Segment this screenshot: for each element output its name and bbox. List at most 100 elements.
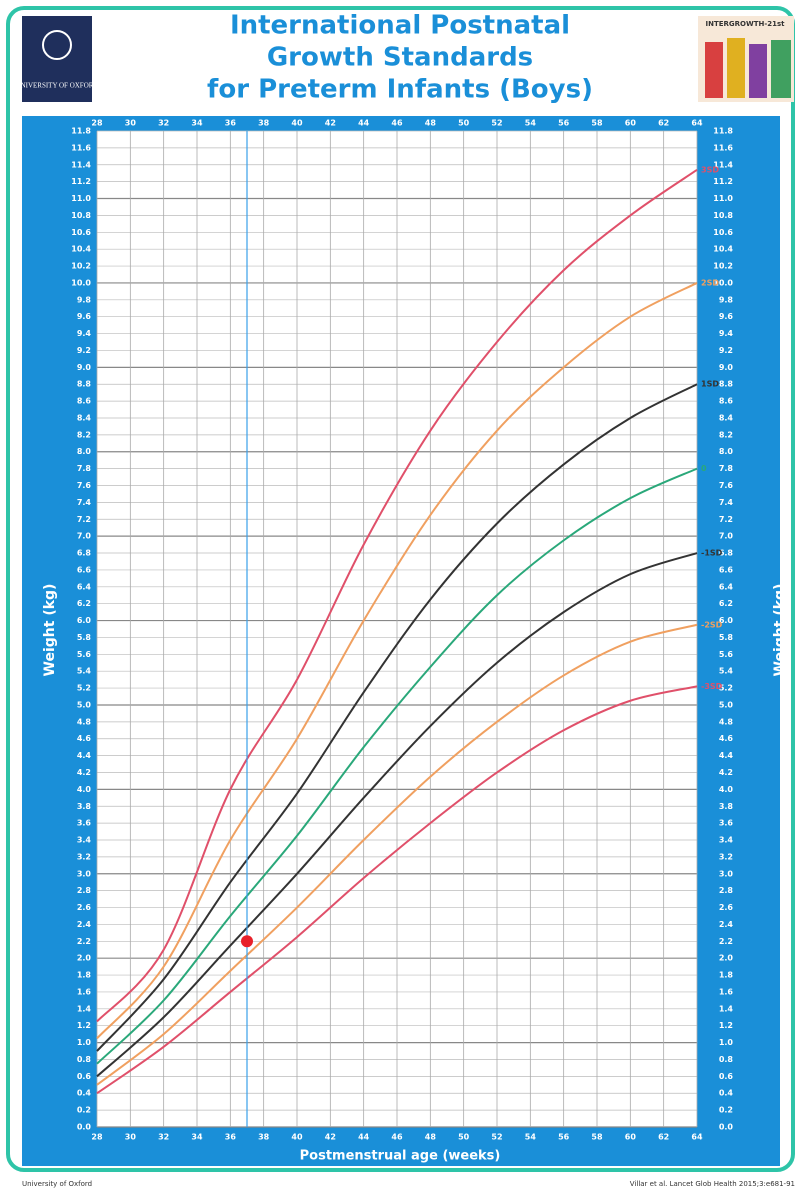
centile-curve: [96, 623, 698, 1086]
y-tick-label-right: 5.6: [719, 650, 734, 659]
title-line: International Postnatal: [230, 11, 570, 41]
x-tick-label: 62: [658, 119, 669, 128]
y-tick-label-right: 9.4: [719, 329, 734, 338]
curve-label: -2SD: [701, 620, 723, 629]
x-tick-label: 28: [91, 119, 103, 128]
y-tick-label: 11.2: [71, 177, 91, 186]
y-tick-label: 4.2: [77, 768, 91, 777]
y-tick-label-right: 8.6: [719, 397, 734, 406]
y-tick-label: 5.8: [77, 633, 92, 642]
x-tick-label-bottom: 52: [491, 1133, 502, 1142]
figure: [749, 44, 767, 98]
y-tick-label-right: 0.0: [719, 1123, 734, 1132]
marker-point: [241, 935, 253, 948]
y-tick-label: 9.6: [77, 312, 92, 321]
y-tick-label: 6.0: [77, 616, 92, 625]
y-tick-label: 4.4: [77, 751, 92, 760]
title-line: for Preterm Infants (Boys): [207, 75, 593, 105]
y-tick-label-right: 10.4: [713, 245, 733, 254]
figure: [727, 38, 745, 98]
y-tick-label: 0.6: [77, 1072, 92, 1081]
x-tick-label-bottom: 48: [425, 1133, 437, 1142]
y-tick-label-right: 7.2: [719, 515, 733, 524]
y-tick-label-right: 6.6: [719, 565, 734, 574]
y-tick-label: 6.6: [77, 565, 92, 574]
x-tick-label: 38: [258, 119, 270, 128]
y-tick-label-right: 2.6: [719, 903, 734, 912]
y-tick-label: 5.2: [77, 684, 91, 693]
x-tick-label: 50: [458, 119, 470, 128]
centile-curve: [96, 467, 698, 1065]
y-tick-label: 4.0: [77, 785, 92, 794]
x-tick-label-bottom: 58: [591, 1133, 603, 1142]
x-tick-label: 44: [358, 119, 370, 128]
x-tick-label-bottom: 46: [391, 1133, 403, 1142]
y-tick-label: 7.2: [77, 515, 91, 524]
y-tick-label: 11.6: [71, 143, 91, 152]
y-tick-label: 1.6: [77, 987, 92, 996]
x-tick-label: 40: [291, 119, 303, 128]
y-tick-label: 3.0: [77, 869, 92, 878]
y-tick-label-right: 6.2: [719, 599, 733, 608]
y-tick-label: 6.4: [77, 582, 92, 591]
y-tick-label-right: 4.6: [719, 734, 734, 743]
y-tick-label-right: 2.4: [719, 920, 734, 929]
y-tick-label: 5.6: [77, 650, 92, 659]
y-tick-label: 10.6: [71, 228, 91, 237]
y-tick-label: 8.4: [77, 413, 92, 422]
y-tick-label-right: 3.2: [719, 852, 733, 861]
y-tick-label-right: 3.4: [719, 836, 734, 845]
x-tick-label-bottom: 64: [691, 1133, 703, 1142]
curve-label: 2SD: [701, 278, 719, 287]
y-tick-label: 9.8: [77, 295, 92, 304]
curve-label: -3SD: [701, 682, 723, 691]
curve-label: 0: [701, 464, 707, 473]
y-tick-label-right: 10.6: [713, 228, 733, 237]
x-tick-label-bottom: 40: [291, 1133, 303, 1142]
y-tick-label: 3.6: [77, 819, 92, 828]
x-tick-label: 42: [325, 119, 336, 128]
y-tick-label: 1.0: [77, 1038, 92, 1047]
y-tick-label-right: 1.2: [719, 1021, 733, 1030]
y-tick-label-right: 11.4: [713, 160, 733, 169]
y-tick-label: 11.4: [71, 160, 91, 169]
y-tick-label: 10.2: [71, 262, 91, 271]
y-tick-label-right: 9.8: [719, 295, 734, 304]
x-tick-label-bottom: 28: [91, 1133, 103, 1142]
y-tick-label: 10.8: [71, 211, 91, 220]
x-tick-label-bottom: 42: [325, 1133, 336, 1142]
y-tick-label: 8.8: [77, 380, 92, 389]
y-tick-label-right: 2.8: [719, 886, 734, 895]
title-line: Growth Standards: [267, 43, 533, 73]
y-tick-label: 11.0: [71, 194, 91, 203]
y-tick-label: 5.0: [77, 700, 92, 709]
y-tick-label: 6.2: [77, 599, 91, 608]
x-tick-label-bottom: 62: [658, 1133, 669, 1142]
y-tick-label: 7.4: [77, 498, 92, 507]
x-tick-label-bottom: 34: [191, 1133, 203, 1142]
intergrowth-text: INTERGROWTH-21st: [705, 20, 785, 28]
oxford-logo-text: UNIVERSITY OF OXFORD: [16, 82, 99, 90]
y-tick-label: 0.0: [77, 1123, 92, 1132]
y-tick-label-right: 7.4: [719, 498, 734, 507]
y-tick-label-right: 5.2: [719, 684, 733, 693]
x-tick-label-bottom: 36: [225, 1133, 237, 1142]
y-tick-label-right: 8.8: [719, 380, 734, 389]
y-tick-label-right: 1.6: [719, 987, 734, 996]
curve-label: 1SD: [701, 380, 719, 389]
y-tick-label-right: 1.0: [719, 1038, 734, 1047]
oxford-crest: [42, 30, 72, 60]
y-tick-label-right: 3.6: [719, 819, 734, 828]
y-tick-label-right: 8.4: [719, 413, 734, 422]
y-tick-label: 6.8: [77, 549, 92, 558]
y-tick-label: 11.8: [71, 127, 91, 136]
y-tick-label: 9.0: [77, 363, 92, 372]
y-tick-label-right: 6.4: [719, 582, 734, 591]
x-tick-label-bottom: 32: [158, 1133, 169, 1142]
x-tick-label: 36: [225, 119, 237, 128]
y-tick-label-right: 4.4: [719, 751, 734, 760]
y-tick-label-right: 11.2: [713, 177, 733, 186]
x-axis-label: Postmenstrual age (weeks): [300, 1149, 501, 1164]
